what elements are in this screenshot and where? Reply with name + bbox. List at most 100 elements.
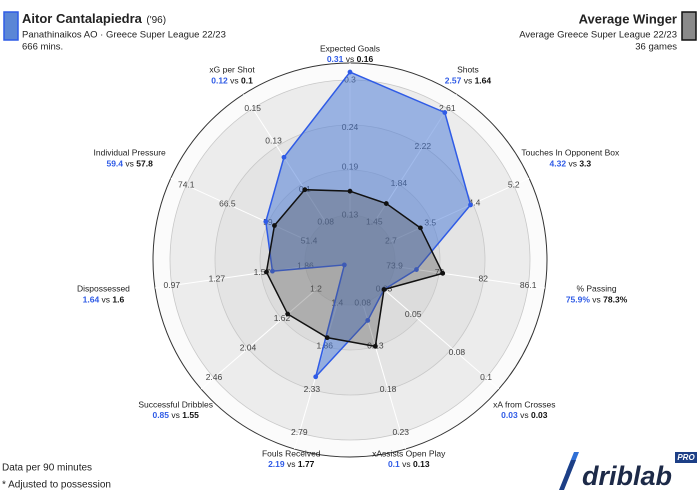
spoke [394,265,546,289]
vs-text: vs [346,54,355,64]
radar-point [347,69,353,75]
tick-label: 0.05 [405,309,422,319]
tick-label: 0.15 [244,103,261,113]
avg-name: Average Winger [579,11,677,26]
axis-label: xAssists Open Play [372,448,446,458]
radar-point [440,270,446,276]
radar-point [365,318,371,323]
radar-point [442,110,448,115]
player-team: Panathinaikos AO · Greece Super League 2… [22,30,226,41]
radar-point [270,268,275,274]
vs-text: vs [171,410,180,420]
player-swatch [3,11,19,41]
player-value: 75.9% [566,295,591,305]
avg-value: 0.03 [531,410,548,420]
logo-text: driblab [582,461,672,491]
tick-label: 4.4 [469,197,481,207]
axis-label: Individual Pressure [94,148,167,158]
axis-values: 2.57 vs 1.64 [445,76,492,86]
avg-value: 3.3 [579,159,591,169]
axis-label: Touches In Opponent Box [521,148,620,158]
footer-note: * Adjusted to possession [2,480,111,491]
axis-label: Shots [457,65,479,75]
player-value: 2.19 [268,459,285,469]
tick-label: 0.08 [449,347,466,357]
radar-point [264,269,269,275]
vs-text: vs [464,76,473,86]
avg-value: 1.6 [112,295,124,305]
axis-label: xA from Crosses [493,399,555,409]
radar-point [302,187,308,193]
tick-label: 78 [435,267,445,277]
axis-values: 2.19 vs 1.77 [268,459,315,469]
radar-point [324,335,330,341]
avg-value: 0.13 [413,459,430,469]
tick-label: 0.1 [480,372,492,382]
radar-point [418,225,423,231]
radar-point [383,201,389,206]
player-born: ('96) [146,15,166,26]
vs-text: vs [230,76,239,86]
avg-value: 1.77 [298,459,315,469]
tick-label: 2.04 [240,343,257,353]
radar-point [272,223,277,228]
logo-stripe [559,460,576,490]
radar-area [265,188,444,348]
radar-point [263,219,269,224]
tick-label: 74.1 [178,179,195,189]
axis-label: Fouls Received [262,448,321,458]
tick-label: 1.2 [310,284,322,294]
axis-values: 0.85 vs 1.55 [152,410,199,420]
vs-text: vs [520,410,529,420]
axis-values: 0.03 vs 0.03 [501,410,548,420]
radar-point [313,374,319,380]
avg-value: 0.1 [241,76,253,86]
avg-value: 0.16 [357,54,374,64]
radar-point [381,287,387,292]
player-value: 1.64 [83,295,100,305]
spoke [200,289,317,390]
radar-point [281,154,287,160]
axis-label: xG per Shot [209,65,255,75]
player-minutes: 666 mins. [22,42,63,53]
footer-note: Data per 90 minutes [2,463,92,474]
tick-label: 2.46 [206,372,223,382]
radar-area [265,71,472,378]
vs-text: vs [592,295,601,305]
axis-label: Successful Dribbles [138,399,213,409]
tick-label: 2.33 [304,384,321,394]
radar-point [285,311,291,317]
tick-label: 0.13 [265,135,282,145]
tick-label: 0.18 [380,384,397,394]
radar-point [347,188,353,194]
player-value: 0.1 [388,459,400,469]
vs-text: vs [402,459,411,469]
tick-label: 1.57 [254,267,271,277]
tick-label: 2.79 [291,427,308,437]
vs-text: vs [287,459,296,469]
tick-label: 5.2 [508,179,520,189]
tick-label: 86.1 [520,280,537,290]
player-name: Aitor Cantalapiedra [22,11,143,26]
tick-label: 82 [479,273,489,283]
avg-value: 78.3% [603,295,628,305]
player-value: 2.57 [445,76,462,86]
tick-label: 1.62 [274,313,291,323]
player-title: Aitor Cantalapiedra ('96) [22,11,166,28]
logo: driblab PRO [559,452,697,491]
axis-values: 4.32 vs 3.3 [550,159,592,169]
axis-values: 0.1 vs 0.13 [388,459,430,469]
radar-point [468,202,473,208]
avg-value: 1.64 [475,76,492,86]
radar-point [414,267,419,272]
vs-text: vs [102,295,111,305]
player-value: 0.12 [211,76,228,86]
tick-label: 0.23 [392,427,409,437]
tick-label: 1.27 [209,273,226,283]
player-value: 0.85 [152,410,169,420]
avg-value: 1.55 [182,410,199,420]
axis-label: Expected Goals [320,43,380,53]
player-value: 0.03 [501,410,518,420]
tick-label: 2.61 [439,103,456,113]
